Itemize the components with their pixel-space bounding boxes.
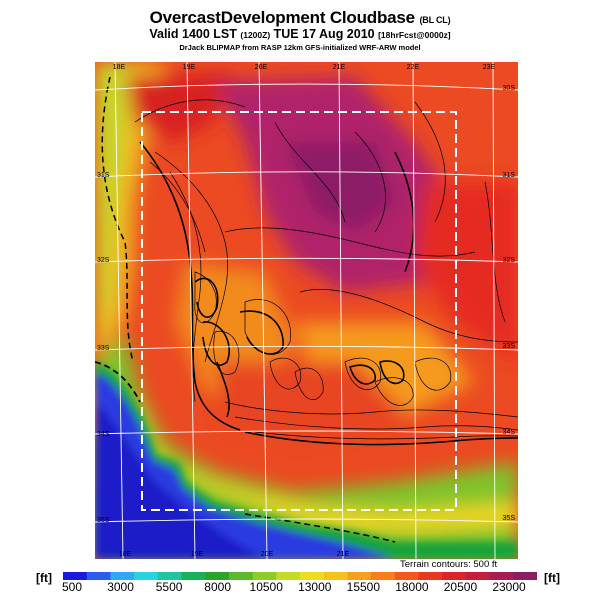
colorbar-swatch bbox=[513, 572, 537, 580]
colorbar-swatch bbox=[157, 572, 182, 580]
colorbar-tick-label: 13000 bbox=[298, 580, 332, 594]
colorbar-swatch bbox=[63, 572, 88, 580]
colorbar-swatch bbox=[205, 572, 230, 580]
grid-label: 21E bbox=[337, 551, 350, 558]
grid-label: 21E bbox=[333, 64, 346, 71]
colorbar-tick-label: 3000 bbox=[107, 580, 134, 594]
credit-line: DrJack BLIPMAP from RASP 12km GFS-initia… bbox=[179, 43, 421, 52]
grid-label: 20E bbox=[255, 64, 268, 71]
colorbar-swatch bbox=[252, 572, 277, 580]
grid-label: 35S bbox=[503, 515, 516, 522]
colorbar-tick-label: 15500 bbox=[346, 580, 381, 594]
terrain-contour-note: Terrain contours: 500 ft bbox=[400, 559, 498, 570]
colorbar-tick-label: 20500 bbox=[443, 580, 478, 594]
title-suffix: (BL CL) bbox=[419, 15, 451, 25]
colorbar-swatch bbox=[323, 572, 348, 580]
forecast-label: [18hrFcst@0000z] bbox=[378, 30, 451, 40]
colorbar-swatch bbox=[489, 572, 514, 580]
colorbar-swatch bbox=[134, 572, 159, 580]
colorbar-swatch bbox=[465, 572, 491, 580]
colorbar-swatch bbox=[86, 572, 111, 580]
colorbar-tick-label: 23000 bbox=[492, 580, 526, 594]
grid-label: 34S bbox=[97, 431, 110, 438]
colorbar-swatch bbox=[300, 572, 325, 580]
grid-label: 35S bbox=[97, 517, 110, 524]
colorbar-swatch bbox=[418, 572, 443, 580]
grid-label: 23E bbox=[483, 64, 496, 71]
colorbar bbox=[63, 572, 537, 580]
grid-label: 18E bbox=[119, 551, 132, 558]
colorbar-tick-label: 8000 bbox=[204, 580, 232, 594]
map-title: OvercastDevelopment Cloudbase (BL CL) bbox=[149, 8, 451, 27]
colorbar-tick-label: 10500 bbox=[249, 580, 283, 594]
grid-label: 31S bbox=[503, 172, 516, 179]
grid-label: 20E bbox=[261, 551, 274, 558]
valid-time: Valid 1400 LST (1200Z) TUE 17 Aug 2010 [… bbox=[149, 27, 451, 41]
colorbar-labels: 500 3000 5500 8000 10500 13000 15500 18000 20500… bbox=[0, 580, 600, 596]
colorbar-swatch bbox=[181, 572, 206, 580]
grid-label: 18E bbox=[113, 64, 126, 71]
grid-label: 30S bbox=[503, 85, 516, 92]
colorbar-swatch bbox=[347, 572, 372, 580]
unit-label-left: [ft] bbox=[36, 571, 52, 585]
grid-label: 32S bbox=[97, 257, 110, 264]
valid-utc: (1200Z) bbox=[240, 30, 271, 40]
grid-label: 31S bbox=[97, 172, 110, 179]
grid-label: 34S bbox=[503, 429, 516, 436]
grid-label: 32S bbox=[503, 257, 516, 264]
grid-label: 19E bbox=[191, 551, 204, 558]
colorbar-swatch bbox=[442, 572, 467, 580]
grid-label: 33S bbox=[503, 343, 516, 350]
colorbar-swatch bbox=[276, 572, 301, 580]
colorbar-swatch bbox=[110, 572, 135, 580]
grid-label: 19E bbox=[183, 64, 196, 71]
grid-label: 33S bbox=[97, 345, 110, 352]
colorbar-tick-label: 5500 bbox=[155, 580, 183, 594]
colorbar-swatch bbox=[371, 572, 396, 580]
colorbar-tick-label: 500 bbox=[61, 580, 83, 594]
unit-label-right: [ft] bbox=[544, 571, 560, 585]
grid-label: 22E bbox=[407, 64, 420, 71]
colorbar-swatch bbox=[394, 572, 419, 580]
cloudbase-map: 18E 19E 20E 21E 22E 23E 18E 19E 20E 21E 30S 31S 32S 3… bbox=[95, 62, 518, 559]
colorbar-tick-label: 18000 bbox=[395, 580, 429, 594]
colorbar-swatch bbox=[228, 572, 254, 580]
